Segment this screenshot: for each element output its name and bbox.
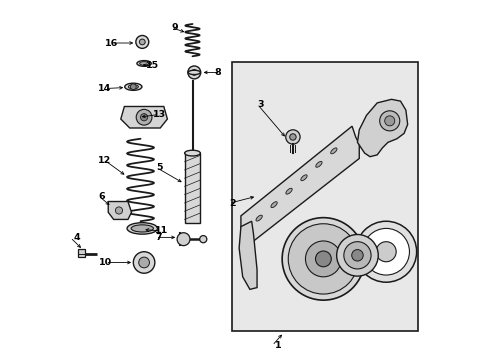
Ellipse shape <box>315 161 322 167</box>
Text: 14: 14 <box>98 84 111 93</box>
Circle shape <box>133 252 155 273</box>
Circle shape <box>355 221 416 282</box>
Text: 15: 15 <box>145 62 159 71</box>
Circle shape <box>187 66 201 79</box>
Circle shape <box>136 36 148 48</box>
Text: 7: 7 <box>155 233 162 242</box>
Ellipse shape <box>188 70 200 75</box>
Ellipse shape <box>124 83 142 90</box>
Ellipse shape <box>127 223 157 234</box>
Text: 4: 4 <box>73 233 80 242</box>
Text: 10: 10 <box>99 258 112 267</box>
Polygon shape <box>108 202 131 220</box>
Circle shape <box>139 257 149 268</box>
Text: 9: 9 <box>171 23 178 32</box>
Text: 12: 12 <box>98 156 111 165</box>
Circle shape <box>289 134 296 140</box>
Circle shape <box>351 249 363 261</box>
Ellipse shape <box>137 60 151 66</box>
Ellipse shape <box>330 148 336 154</box>
Circle shape <box>362 228 408 275</box>
Ellipse shape <box>139 62 148 65</box>
Polygon shape <box>78 249 85 257</box>
Ellipse shape <box>255 215 262 221</box>
Bar <box>231 62 418 330</box>
Circle shape <box>139 39 145 45</box>
Text: 3: 3 <box>257 100 264 109</box>
Text: 13: 13 <box>153 110 166 119</box>
Polygon shape <box>239 221 257 289</box>
Circle shape <box>140 114 147 121</box>
Ellipse shape <box>128 85 138 89</box>
Circle shape <box>384 116 394 126</box>
Ellipse shape <box>199 235 206 243</box>
Ellipse shape <box>131 225 153 232</box>
Text: 11: 11 <box>155 226 168 235</box>
Circle shape <box>282 218 364 300</box>
Ellipse shape <box>184 150 200 156</box>
Polygon shape <box>241 126 359 248</box>
Circle shape <box>115 207 122 214</box>
Ellipse shape <box>300 175 306 181</box>
Circle shape <box>287 224 358 294</box>
Circle shape <box>336 234 378 276</box>
Text: 5: 5 <box>156 163 163 172</box>
Circle shape <box>136 109 152 125</box>
Circle shape <box>305 241 341 277</box>
Circle shape <box>191 69 197 75</box>
Ellipse shape <box>285 188 292 194</box>
Text: 16: 16 <box>105 39 118 48</box>
Circle shape <box>285 130 300 144</box>
Circle shape <box>379 111 399 131</box>
Circle shape <box>315 251 330 267</box>
Ellipse shape <box>270 202 277 208</box>
Text: 6: 6 <box>99 192 105 201</box>
Circle shape <box>130 84 136 90</box>
Circle shape <box>177 233 190 246</box>
Bar <box>184 153 200 223</box>
Circle shape <box>375 242 395 262</box>
Polygon shape <box>357 99 407 157</box>
Polygon shape <box>121 107 167 128</box>
Text: 8: 8 <box>214 68 220 77</box>
Text: 1: 1 <box>275 341 281 350</box>
Circle shape <box>343 242 370 269</box>
Text: 2: 2 <box>228 199 235 208</box>
